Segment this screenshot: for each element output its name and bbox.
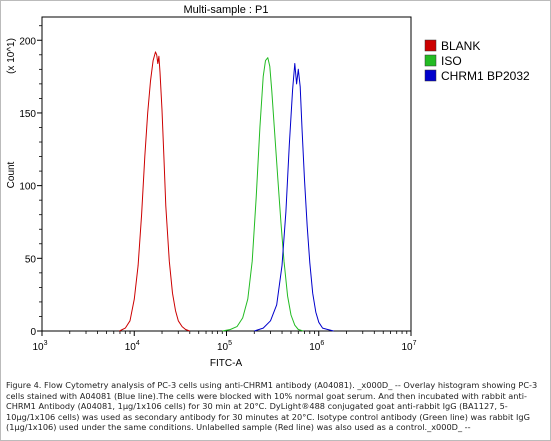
y-tick-label: 200 xyxy=(19,36,36,47)
x-tick-label: 104 xyxy=(125,340,140,353)
legend-label: ISO xyxy=(441,54,462,68)
legend-swatch xyxy=(424,39,437,52)
x-axis-label: FITC-A xyxy=(210,358,243,369)
series-layer xyxy=(119,51,334,332)
x-tick-exponent: 7 xyxy=(413,340,417,347)
x-tick-exponent: 6 xyxy=(320,340,324,347)
figure-caption: Figure 4. Flow Cytometry analysis of PC-… xyxy=(6,380,538,433)
y-multiplier: (x 10^1) xyxy=(6,38,17,74)
y-tick-label: 150 xyxy=(19,109,36,120)
legend-label: CHRM1 BP2032 xyxy=(441,69,530,83)
series-line-chrm1-bp2032 xyxy=(254,63,334,332)
x-tick-label: 106 xyxy=(309,340,324,353)
x-tick-base: 10 xyxy=(217,342,229,353)
x-tick-base: 10 xyxy=(401,342,413,353)
plot-frame xyxy=(41,16,412,332)
x-tick-exponent: 4 xyxy=(136,340,140,347)
legend-label: BLANK xyxy=(441,39,480,53)
y-tick-label: 50 xyxy=(25,254,37,265)
x-tick-base: 10 xyxy=(32,342,44,353)
series-line-iso xyxy=(222,57,304,332)
x-tick-label: 107 xyxy=(401,340,416,353)
x-tick-base: 10 xyxy=(125,342,137,353)
y-tick-label: 0 xyxy=(30,327,36,338)
y-tick-label: 100 xyxy=(19,182,36,193)
x-tick-exponent: 5 xyxy=(228,340,232,347)
x-tick-label: 105 xyxy=(217,340,232,353)
x-tick-exponent: 3 xyxy=(44,340,48,347)
series-line-blank xyxy=(119,51,190,332)
chart-title: Multi-sample : P1 xyxy=(184,4,269,16)
x-tick-label: 103 xyxy=(32,340,47,353)
legend-swatch xyxy=(424,54,437,67)
legend-swatch xyxy=(424,69,437,82)
x-tick-base: 10 xyxy=(309,342,321,353)
y-axis-label: Count xyxy=(6,161,17,188)
